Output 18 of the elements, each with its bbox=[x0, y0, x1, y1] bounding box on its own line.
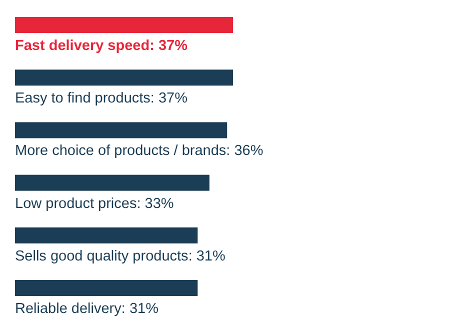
data-label: : 33% bbox=[136, 196, 174, 212]
bar bbox=[15, 227, 198, 244]
bar bbox=[15, 17, 233, 33]
data-label: : 37% bbox=[150, 38, 188, 54]
data-label: : 36% bbox=[226, 143, 264, 160]
y-tick-label: Fast delivery speed bbox=[15, 38, 150, 54]
y-tick-label: Reliable delivery bbox=[15, 301, 122, 317]
y-tick-label: More choice of products / brands bbox=[15, 143, 226, 160]
bar bbox=[15, 280, 198, 296]
y-tick-label: Easy to find products bbox=[15, 90, 150, 107]
data-label: : 31% bbox=[121, 301, 159, 317]
bar bbox=[15, 122, 228, 138]
data-label: : 31% bbox=[188, 248, 226, 264]
y-tick-label: Low product prices bbox=[15, 196, 137, 212]
y-tick-label: Sells good quality products bbox=[15, 248, 188, 264]
bar bbox=[15, 70, 233, 86]
data-label: : 37% bbox=[150, 90, 188, 107]
bar bbox=[15, 174, 210, 191]
